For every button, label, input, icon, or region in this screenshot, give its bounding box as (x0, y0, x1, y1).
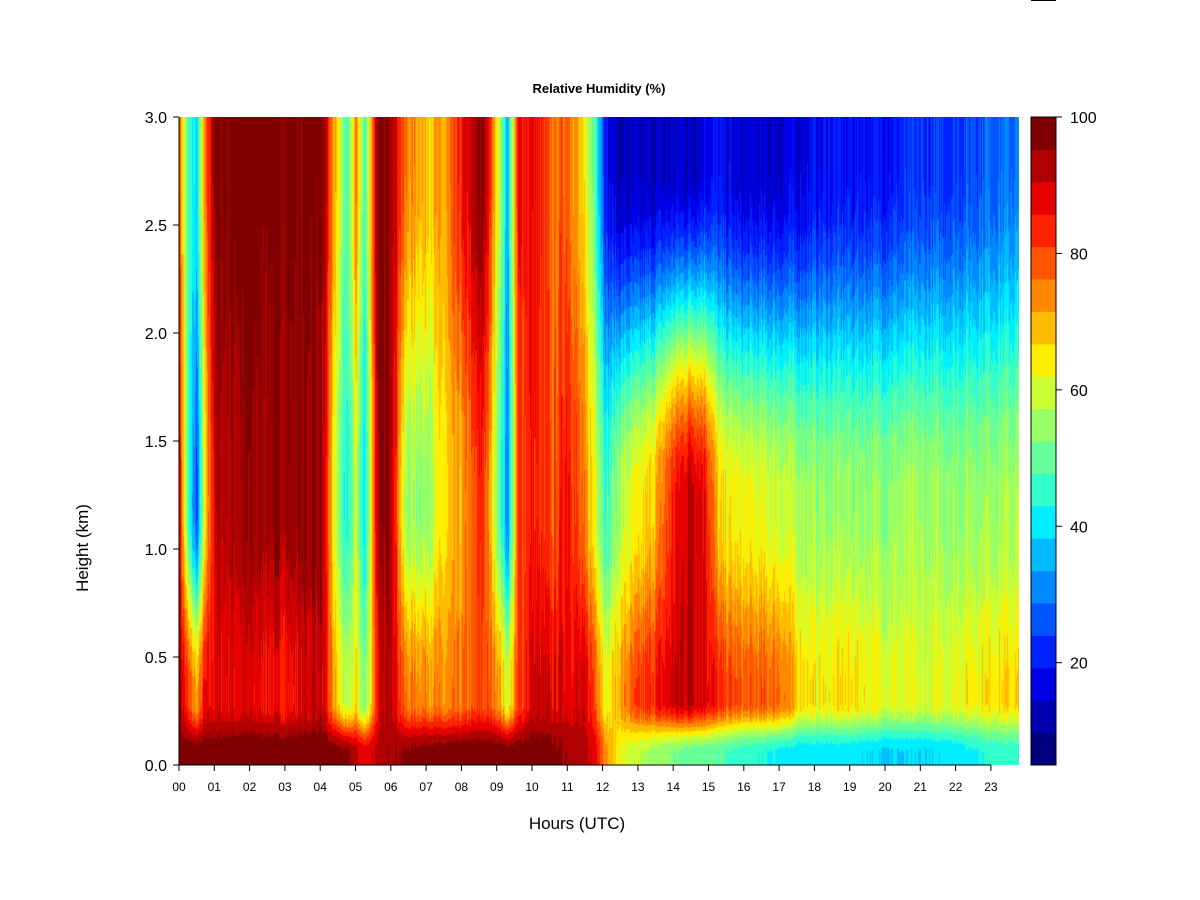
colorbar-tick-label: 100 (1070, 110, 1097, 127)
colorbar-swatch (1031, 117, 1056, 150)
x-tick-label: 15 (702, 780, 716, 794)
colorbar-swatch (1031, 700, 1056, 734)
colorbar-swatch (1031, 214, 1056, 248)
x-tick-label: 06 (384, 780, 398, 794)
colorbar-swatch (1031, 667, 1056, 701)
x-tick-label: 04 (314, 780, 328, 794)
top-edge-mark (1031, 0, 1056, 1)
x-tick-label: 00 (172, 780, 186, 794)
x-tick-label: 20 (878, 780, 892, 794)
colorbar-swatch (1031, 246, 1056, 280)
x-tick-label: 02 (243, 780, 257, 794)
x-tick-label: 10 (525, 780, 539, 794)
x-tick-label: 05 (349, 780, 363, 794)
heatmap-field (179, 117, 1019, 765)
x-tick-label: 03 (278, 780, 292, 794)
x-tick-label: 23 (984, 780, 998, 794)
y-tick-label: 0.5 (145, 650, 167, 667)
x-tick-label: 17 (772, 780, 786, 794)
colorbar-tick-label: 20 (1070, 656, 1088, 673)
colorbar: 20 40 60 80 100 (1030, 110, 1097, 766)
colorbar-swatch (1031, 343, 1056, 377)
y-axis-label: Height (km) (73, 504, 92, 592)
y-tick-label: 2.0 (145, 326, 167, 343)
chart-title: Relative Humidity (%) (533, 81, 666, 96)
colorbar-tick-label: 60 (1070, 383, 1088, 400)
colorbar-swatch (1031, 603, 1056, 636)
colorbar-swatch (1031, 635, 1056, 669)
x-tick-label: 11 (561, 780, 574, 794)
y-axis: 0.0 0.5 1.0 1.5 2.0 2.5 3.0 (145, 110, 180, 775)
colorbar-swatch (1031, 181, 1056, 215)
x-axis: 00 01 02 03 04 05 06 07 08 09 10 11 12 13 14 15 16 17 18 19… (172, 764, 998, 794)
x-tick-label: 01 (208, 780, 222, 794)
colorbar-swatch (1031, 279, 1056, 312)
x-axis-label: Hours (UTC) (529, 814, 625, 833)
y-tick-label: 1.0 (145, 542, 167, 559)
colorbar-swatch (1031, 538, 1056, 572)
y-tick-label: 1.5 (145, 434, 167, 451)
x-tick-label: 21 (914, 780, 928, 794)
x-tick-label: 13 (631, 780, 645, 794)
y-tick-label: 0.0 (145, 758, 167, 775)
colorbar-swatch (1031, 408, 1056, 442)
colorbar-tick-label: 40 (1070, 519, 1088, 536)
colorbar-swatch (1031, 570, 1056, 604)
y-tick-label: 3.0 (145, 110, 167, 127)
x-tick-label: 18 (808, 780, 822, 794)
x-tick-label: 19 (843, 780, 857, 794)
x-tick-label: 12 (596, 780, 610, 794)
x-tick-label: 16 (737, 780, 751, 794)
x-tick-label: 22 (949, 780, 963, 794)
heatmap-plot-area (179, 117, 1019, 765)
colorbar-frame (1030, 116, 1057, 766)
colorbar-swatch (1031, 473, 1056, 507)
x-tick-label: 08 (455, 780, 469, 794)
x-tick-label: 07 (419, 780, 433, 794)
y-tick-label: 2.5 (145, 218, 167, 235)
colorbar-swatch (1031, 732, 1056, 766)
x-tick-group: 00 01 02 03 04 05 06 07 08 09 10 11 12 13 14 15 16 17 18 19… (172, 765, 998, 794)
colorbar-tick-label: 80 (1070, 246, 1088, 263)
x-tick-label: 09 (490, 780, 504, 794)
colorbar-swatch (1031, 505, 1056, 539)
colorbar-swatch (1031, 441, 1056, 474)
colorbar-swatch (1031, 311, 1056, 345)
colorbar-swatch (1031, 149, 1056, 183)
x-tick-label: 14 (667, 780, 681, 794)
colorbar-swatch (1031, 376, 1056, 410)
y-tick-group: 0.0 0.5 1.0 1.5 2.0 2.5 3.0 (145, 110, 179, 775)
